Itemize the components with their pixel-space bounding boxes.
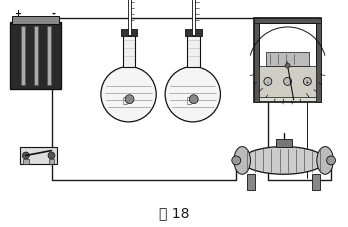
Bar bbox=[259, 66, 316, 98]
Ellipse shape bbox=[165, 67, 220, 122]
Bar bbox=[21, 27, 25, 86]
Bar bbox=[276, 139, 292, 147]
Bar bbox=[247, 175, 255, 190]
Bar bbox=[254, 19, 321, 103]
Circle shape bbox=[285, 64, 290, 69]
Text: -: - bbox=[52, 8, 55, 18]
Bar bbox=[187, 36, 200, 67]
Bar bbox=[316, 19, 321, 103]
Bar bbox=[259, 24, 316, 69]
Circle shape bbox=[48, 152, 55, 159]
Bar bbox=[266, 52, 309, 66]
Ellipse shape bbox=[101, 67, 156, 122]
Text: -: - bbox=[267, 79, 269, 84]
Bar bbox=[185, 30, 201, 37]
Text: 乙: 乙 bbox=[186, 96, 191, 105]
Circle shape bbox=[284, 78, 292, 86]
Bar bbox=[12, 17, 60, 25]
Text: +: + bbox=[305, 79, 310, 84]
Text: 甲: 甲 bbox=[122, 96, 127, 105]
Bar bbox=[47, 27, 50, 86]
Circle shape bbox=[22, 152, 29, 159]
Circle shape bbox=[264, 78, 272, 86]
Ellipse shape bbox=[317, 147, 333, 175]
Text: ·: · bbox=[287, 79, 288, 84]
Bar bbox=[128, 0, 131, 36]
Bar bbox=[192, 0, 195, 36]
Circle shape bbox=[232, 156, 241, 165]
Circle shape bbox=[189, 95, 198, 104]
Bar bbox=[23, 160, 29, 165]
Text: 图 18: 图 18 bbox=[159, 205, 189, 219]
Bar bbox=[20, 147, 57, 165]
Ellipse shape bbox=[242, 147, 325, 175]
Circle shape bbox=[125, 95, 134, 104]
Bar bbox=[49, 160, 55, 165]
Bar bbox=[312, 175, 320, 190]
Text: +: + bbox=[14, 9, 22, 18]
Bar bbox=[34, 27, 38, 86]
Bar bbox=[10, 23, 61, 90]
Ellipse shape bbox=[234, 147, 251, 175]
Bar bbox=[254, 19, 259, 103]
Bar bbox=[122, 36, 135, 67]
Circle shape bbox=[303, 78, 311, 86]
Circle shape bbox=[327, 156, 335, 165]
Bar bbox=[254, 19, 321, 24]
Bar bbox=[121, 30, 137, 37]
